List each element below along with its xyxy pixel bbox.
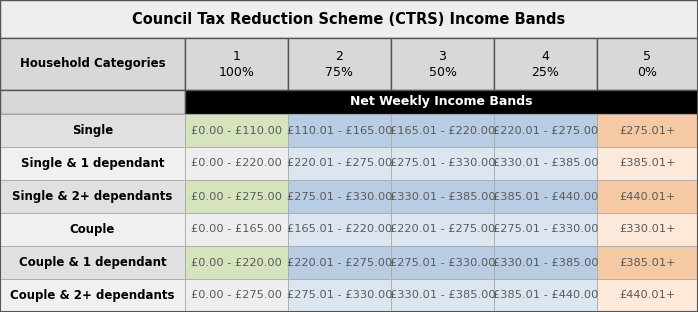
Text: 5
0%: 5 0% xyxy=(637,50,658,79)
Bar xyxy=(288,114,391,147)
Bar xyxy=(185,279,288,312)
Bar xyxy=(288,38,391,90)
Bar xyxy=(597,114,698,147)
Text: £385.01+: £385.01+ xyxy=(619,257,676,267)
Text: £440.01+: £440.01+ xyxy=(619,290,676,300)
Text: Couple & 2+ dependants: Couple & 2+ dependants xyxy=(10,289,174,302)
Text: £330.01+: £330.01+ xyxy=(619,225,676,235)
Text: Couple & 1 dependant: Couple & 1 dependant xyxy=(19,256,166,269)
Bar xyxy=(391,279,494,312)
Bar xyxy=(391,180,494,213)
Bar xyxy=(288,246,391,279)
Text: £0.00 - £220.00: £0.00 - £220.00 xyxy=(191,257,282,267)
Text: £275.01+: £275.01+ xyxy=(619,125,676,135)
Text: £0.00 - £275.00: £0.00 - £275.00 xyxy=(191,192,282,202)
Text: 4
25%: 4 25% xyxy=(532,50,559,79)
Text: £330.01 - £385.00: £330.01 - £385.00 xyxy=(389,192,496,202)
Bar xyxy=(0,90,185,114)
Text: Net Weekly Income Bands: Net Weekly Income Bands xyxy=(350,95,533,109)
Text: £275.01 - £330.00: £275.01 - £330.00 xyxy=(389,257,496,267)
Bar xyxy=(0,147,185,180)
Bar xyxy=(391,246,494,279)
Text: £220.01 - £275.00: £220.01 - £275.00 xyxy=(390,225,495,235)
Bar xyxy=(494,147,597,180)
Bar xyxy=(494,213,597,246)
Bar xyxy=(494,180,597,213)
Text: 1
100%: 1 100% xyxy=(218,50,255,79)
Text: Single & 2+ dependants: Single & 2+ dependants xyxy=(13,190,172,203)
Bar xyxy=(0,114,185,147)
Bar xyxy=(494,38,597,90)
Bar xyxy=(597,38,698,90)
Bar xyxy=(288,180,391,213)
Bar xyxy=(494,114,597,147)
Bar xyxy=(185,213,288,246)
Bar xyxy=(185,114,288,147)
Bar xyxy=(0,0,698,38)
Text: Couple: Couple xyxy=(70,223,115,236)
Text: Single & 1 dependant: Single & 1 dependant xyxy=(21,157,164,170)
Text: £0.00 - £165.00: £0.00 - £165.00 xyxy=(191,225,282,235)
Text: £385.01 - £440.00: £385.01 - £440.00 xyxy=(493,290,598,300)
Bar xyxy=(0,279,185,312)
Text: Council Tax Reduction Scheme (CTRS) Income Bands: Council Tax Reduction Scheme (CTRS) Inco… xyxy=(133,12,565,27)
Text: £0.00 - £220.00: £0.00 - £220.00 xyxy=(191,158,282,168)
Bar xyxy=(391,114,494,147)
Bar xyxy=(391,38,494,90)
Text: £220.01 - £275.00: £220.01 - £275.00 xyxy=(287,158,392,168)
Bar xyxy=(597,279,698,312)
Bar xyxy=(185,38,288,90)
Text: £110.01 - £165.00: £110.01 - £165.00 xyxy=(287,125,392,135)
Bar xyxy=(0,213,185,246)
Text: £275.01 - £330.00: £275.01 - £330.00 xyxy=(287,192,392,202)
Bar xyxy=(597,180,698,213)
Bar xyxy=(288,279,391,312)
Bar xyxy=(185,246,288,279)
Bar xyxy=(185,147,288,180)
Bar xyxy=(288,213,391,246)
Text: £330.01 - £385.00: £330.01 - £385.00 xyxy=(493,158,598,168)
Text: 2
75%: 2 75% xyxy=(325,50,353,79)
Text: 3
50%: 3 50% xyxy=(429,50,456,79)
Bar xyxy=(391,213,494,246)
Text: Single: Single xyxy=(72,124,113,137)
Bar xyxy=(185,180,288,213)
Bar xyxy=(494,279,597,312)
Bar xyxy=(391,147,494,180)
Text: Household Categories: Household Categories xyxy=(20,57,165,71)
Bar xyxy=(0,38,185,90)
Bar xyxy=(0,180,185,213)
Bar xyxy=(597,147,698,180)
Bar xyxy=(288,147,391,180)
Text: £165.01 - £220.00: £165.01 - £220.00 xyxy=(390,125,495,135)
Bar xyxy=(597,246,698,279)
Text: £440.01+: £440.01+ xyxy=(619,192,676,202)
Text: £220.01 - £275.00: £220.01 - £275.00 xyxy=(493,125,598,135)
Text: £385.01+: £385.01+ xyxy=(619,158,676,168)
Text: £275.01 - £330.00: £275.01 - £330.00 xyxy=(493,225,598,235)
Bar xyxy=(494,246,597,279)
Bar xyxy=(0,246,185,279)
Text: £385.01 - £440.00: £385.01 - £440.00 xyxy=(493,192,598,202)
Text: £330.01 - £385.00: £330.01 - £385.00 xyxy=(389,290,496,300)
Text: £220.01 - £275.00: £220.01 - £275.00 xyxy=(287,257,392,267)
Text: £0.00 - £110.00: £0.00 - £110.00 xyxy=(191,125,282,135)
Bar xyxy=(597,213,698,246)
Text: £0.00 - £275.00: £0.00 - £275.00 xyxy=(191,290,282,300)
Text: £165.01 - £220.00: £165.01 - £220.00 xyxy=(287,225,392,235)
Text: £275.01 - £330.00: £275.01 - £330.00 xyxy=(287,290,392,300)
Text: £330.01 - £385.00: £330.01 - £385.00 xyxy=(493,257,598,267)
Bar xyxy=(185,90,698,114)
Text: £275.01 - £330.00: £275.01 - £330.00 xyxy=(389,158,496,168)
